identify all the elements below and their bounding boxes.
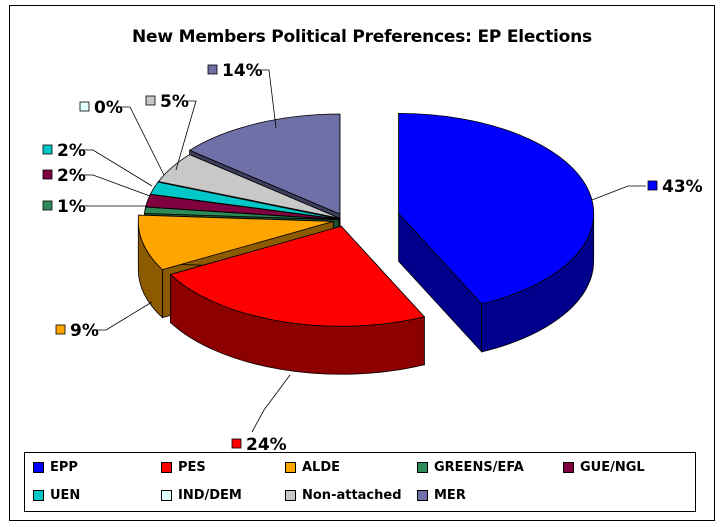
chart-title: New Members Political Preferences: EP El… bbox=[132, 27, 592, 47]
pie-slice-non-attached bbox=[157, 154, 340, 219]
legend-item-non-attached: Non-attached bbox=[285, 488, 402, 503]
legend-item-uen: UEN bbox=[33, 488, 80, 503]
data-label-value: 14% bbox=[222, 61, 263, 81]
pie-slice-alde bbox=[137, 214, 334, 271]
data-label-value: 5% bbox=[160, 92, 189, 112]
data-label-value: 2% bbox=[57, 166, 86, 186]
legend-swatch bbox=[285, 462, 296, 473]
data-label-swatch bbox=[647, 180, 658, 191]
legend-item-greens-efa: GREENS/EFA bbox=[417, 460, 524, 475]
leader-line-epp bbox=[591, 185, 646, 201]
data-label-swatch bbox=[207, 64, 218, 75]
legend-swatch bbox=[161, 462, 172, 473]
leader-line-uen bbox=[79, 149, 153, 187]
data-label-value: 24% bbox=[246, 435, 287, 455]
legend: EPP PES ALDE GREENS/EFA GUE/NGL UEN IND/DEM Non… bbox=[24, 452, 696, 512]
legend-swatch bbox=[417, 462, 428, 473]
data-label-swatch bbox=[231, 438, 242, 449]
legend-item-ind-dem: IND/DEM bbox=[161, 488, 242, 503]
data-label-swatch bbox=[42, 144, 53, 155]
legend-item-epp: EPP bbox=[33, 460, 78, 475]
leader-line-alde bbox=[92, 301, 153, 331]
leader-line-non-attached bbox=[175, 100, 197, 171]
data-labels: 43% 24% 9% 1% 2% 2% 0% 5% 14% bbox=[42, 61, 703, 455]
legend-swatch bbox=[161, 490, 172, 501]
legend-label: PES bbox=[178, 460, 206, 475]
legend-label: GREENS/EFA bbox=[434, 460, 524, 475]
legend-item-gue-ngl: GUE/NGL bbox=[563, 460, 645, 475]
data-label-swatch bbox=[42, 200, 53, 211]
data-label-alde: 9% bbox=[55, 321, 99, 341]
pie-slice-uen bbox=[149, 181, 340, 220]
data-label-gue-ngl: 2% bbox=[42, 166, 86, 186]
data-label-swatch bbox=[55, 324, 66, 335]
data-label-value: 1% bbox=[57, 197, 86, 217]
legend-label: IND/DEM bbox=[178, 488, 242, 503]
data-label-greens-efa: 1% bbox=[42, 197, 86, 217]
data-label-swatch bbox=[79, 101, 90, 112]
legend-swatch bbox=[33, 490, 44, 501]
legend-swatch bbox=[563, 462, 574, 473]
data-label-swatch bbox=[42, 169, 53, 180]
data-label-value: 2% bbox=[57, 141, 86, 161]
pie-tops bbox=[137, 113, 595, 327]
legend-label: EPP bbox=[50, 460, 78, 475]
leader-line-mer bbox=[255, 69, 277, 129]
data-label-epp: 43% bbox=[647, 177, 703, 197]
pie-slice-mer bbox=[188, 113, 341, 215]
pie-slice-pes bbox=[169, 225, 426, 327]
leader-line-ind-dem bbox=[116, 106, 165, 176]
legend-label: MER bbox=[434, 488, 466, 503]
data-label-value: 9% bbox=[70, 321, 99, 341]
data-label-uen: 2% bbox=[42, 141, 86, 161]
legend-item-alde: ALDE bbox=[285, 460, 340, 475]
legend-label: GUE/NGL bbox=[580, 460, 645, 475]
leader-line-pes bbox=[251, 374, 291, 433]
data-label-value: 43% bbox=[662, 177, 703, 197]
legend-swatch bbox=[417, 490, 428, 501]
pie-slice-epp bbox=[398, 113, 595, 305]
pie-slice-gue-ngl bbox=[145, 194, 340, 220]
legend-swatch bbox=[285, 490, 296, 501]
data-label-mer: 14% bbox=[207, 61, 263, 81]
data-label-value: 0% bbox=[94, 98, 123, 118]
legend-swatch bbox=[33, 462, 44, 473]
legend-item-pes: PES bbox=[161, 460, 206, 475]
data-label-pes: 24% bbox=[231, 435, 287, 455]
data-label-swatch bbox=[145, 95, 156, 106]
data-label-non-attached: 5% bbox=[145, 92, 189, 112]
label-leaders bbox=[79, 69, 646, 433]
leader-line-gue-ngl bbox=[79, 174, 151, 197]
legend-label: Non-attached bbox=[302, 488, 402, 503]
data-label-ind-dem: 0% bbox=[79, 98, 123, 118]
legend-label: UEN bbox=[50, 488, 81, 503]
legend-label: ALDE bbox=[302, 460, 341, 475]
legend-item-mer: MER bbox=[417, 488, 466, 503]
